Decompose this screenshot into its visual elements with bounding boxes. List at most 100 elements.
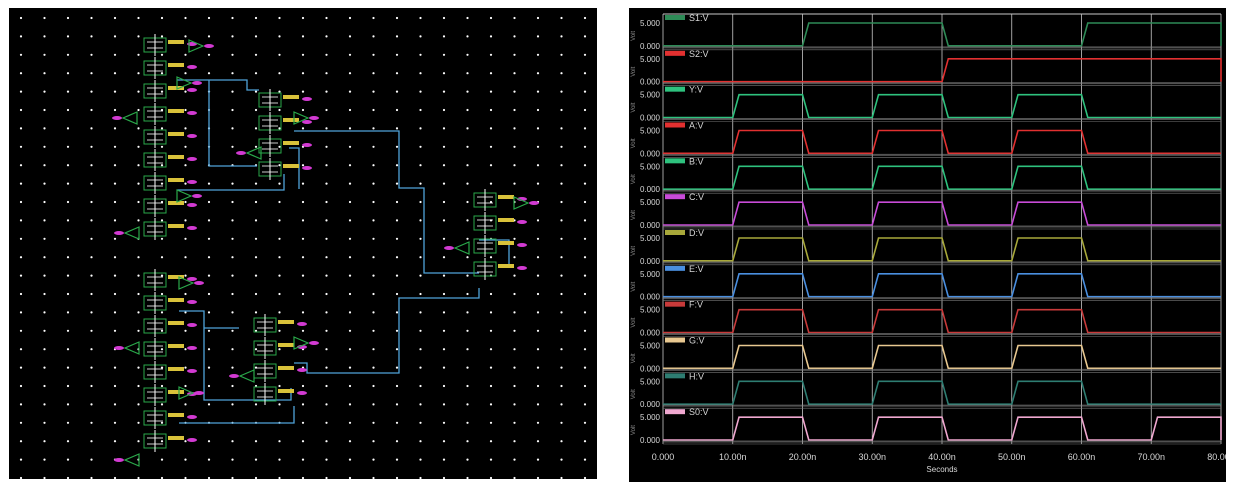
legend-swatch (665, 194, 685, 200)
logic-block-right[interactable] (473, 189, 527, 280)
y-tick-low: 0.000 (640, 185, 661, 194)
inverter-6 (236, 146, 262, 160)
y-tick-low: 0.000 (640, 78, 661, 87)
trace-s0-v (663, 416, 1222, 441)
y-tick-high: 5.000 (640, 270, 661, 279)
y-tick-high: 5.000 (640, 198, 661, 207)
y-tick-high: 5.000 (640, 19, 661, 28)
signal-name: H:V (689, 371, 704, 381)
x-tick-label: 40.00n (928, 452, 956, 462)
y-unit-label: Volt (631, 174, 637, 184)
y-unit-label: Volt (631, 31, 637, 41)
x-tick-label: 0.000 (652, 452, 675, 462)
y-tick-high: 5.000 (640, 377, 661, 386)
x-tick-label: 50.00n (998, 452, 1026, 462)
y-tick-low: 0.000 (640, 114, 661, 123)
x-tick-label: 10.00n (719, 452, 747, 462)
signal-name: A:V (689, 121, 704, 131)
y-tick-low: 0.000 (640, 149, 661, 158)
y-tick-high: 5.000 (640, 127, 661, 136)
legend-swatch (665, 373, 685, 379)
trace-d-v (663, 237, 1221, 262)
y-tick-low: 0.000 (640, 400, 661, 409)
trace-e-v (663, 273, 1221, 298)
signal-name: C:V (689, 192, 704, 202)
legend-swatch (665, 409, 685, 415)
x-tick-label: 80.00n (1207, 452, 1226, 462)
y-tick-low: 0.000 (640, 221, 661, 230)
y-tick-high: 5.000 (640, 234, 661, 243)
y-tick-low: 0.000 (640, 436, 661, 445)
trace-f-v (663, 308, 1221, 334)
legend-swatch (665, 230, 685, 235)
signal-name: Y:V (689, 85, 703, 95)
logic-block-top-left[interactable] (143, 34, 197, 240)
y-tick-high: 5.000 (640, 342, 661, 351)
inverter-1 (188, 39, 214, 53)
y-tick-low: 0.000 (640, 257, 661, 266)
legend-swatch (665, 265, 685, 271)
legend-swatch (665, 301, 685, 307)
signal-name: S2:V (689, 49, 709, 59)
logic-block-bottom-middle[interactable] (253, 314, 307, 405)
signal-name: B:V (689, 156, 704, 166)
y-unit-label: Volt (631, 210, 637, 220)
legend-swatch (665, 337, 685, 343)
y-unit-label: Volt (631, 389, 637, 399)
y-unit-label: Volt (631, 246, 637, 256)
signal-name: S0:V (689, 407, 709, 417)
grid-dots (19, 16, 587, 479)
inverter-14 (229, 369, 255, 383)
x-tick-label: 30.00n (858, 452, 886, 462)
inverter-5 (114, 226, 140, 240)
legend-swatch (665, 158, 685, 164)
legend-swatch (665, 15, 685, 20)
trace-s2-v (663, 58, 1222, 83)
y-unit-label: Volt (631, 138, 637, 148)
signal-name: D:V (689, 228, 704, 238)
trace-b-v (663, 165, 1221, 190)
waveform-plot: 5.0000.000VoltS1:V5.0000.000VoltS2:V5.00… (631, 13, 1226, 474)
schematic-canvas[interactable] (9, 8, 597, 479)
legend-swatch (665, 86, 685, 92)
y-tick-low: 0.000 (640, 42, 661, 51)
y-tick-high: 5.000 (640, 91, 661, 100)
x-tick-label: 70.00n (1137, 452, 1165, 462)
trace-c-v (663, 201, 1221, 226)
logic-block-top-middle[interactable] (258, 89, 312, 180)
inverter-4 (176, 189, 202, 203)
y-tick-high: 5.000 (640, 55, 661, 64)
inverter-8 (513, 196, 539, 210)
inverter-7 (293, 111, 319, 125)
x-axis-label: Seconds (926, 465, 957, 474)
inverter-15 (293, 336, 319, 350)
x-tick-label: 20.00n (789, 452, 817, 462)
y-unit-label: Volt (631, 353, 637, 363)
y-tick-high: 5.000 (640, 413, 661, 422)
signal-name: F:V (689, 300, 703, 310)
y-unit-label: Volt (631, 66, 637, 76)
trace-a-v (663, 129, 1221, 155)
waveform-viewer[interactable]: 5.000 0.000 Volt S1:V 5.000 0.000 Volt S2:V 5.00… (629, 8, 1226, 482)
y-unit-label: Volt (631, 102, 637, 112)
inverter-10 (178, 276, 204, 290)
trace-g-v (663, 344, 1221, 370)
schematic-drawing (19, 16, 587, 479)
logic-block-bottom-left[interactable] (143, 269, 197, 452)
inverter-12 (178, 386, 204, 400)
wires (177, 79, 510, 424)
y-unit-label: Volt (631, 317, 637, 327)
y-tick-low: 0.000 (640, 364, 661, 373)
